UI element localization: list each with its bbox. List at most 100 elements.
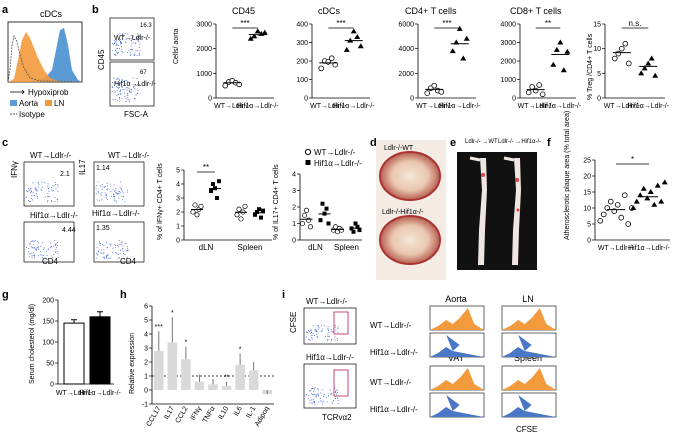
data-point [600, 211, 607, 218]
facs-event [111, 85, 113, 87]
facs-event [122, 80, 124, 82]
facs-event [115, 81, 117, 83]
y-tick-label: 1000 [196, 71, 212, 78]
data-point [320, 201, 325, 206]
facs-event [99, 241, 101, 243]
y-tick-label: 100 [42, 340, 54, 347]
facs-event [124, 88, 126, 90]
facs-event [106, 247, 108, 249]
data-point [355, 224, 360, 229]
data-point [194, 212, 200, 218]
facs-event [26, 191, 28, 193]
facs-event [29, 200, 31, 202]
data-point [354, 33, 361, 39]
facs-event [32, 182, 34, 184]
facs-event [137, 92, 139, 94]
facs-event [116, 48, 118, 50]
data-point [645, 60, 652, 66]
facs-event [115, 251, 117, 253]
facs-event [335, 393, 337, 395]
facs-event [337, 327, 339, 329]
facs-event [312, 398, 314, 400]
data-point [211, 182, 215, 186]
facs-event [126, 89, 128, 91]
facs-event [54, 183, 56, 185]
y-tick-label: 1 [144, 374, 148, 381]
y-tick-label: 0 [304, 96, 308, 103]
bar [154, 350, 164, 390]
y-axis-label: Relative expression [129, 333, 136, 394]
chart-title: cDCs [318, 6, 340, 16]
facs-event [124, 96, 126, 98]
facs-event [47, 200, 49, 202]
facs-event [310, 332, 312, 334]
facs-event [34, 257, 36, 259]
facs-event [104, 186, 106, 188]
panel-letter-g: g [2, 289, 9, 301]
facs-event [96, 257, 98, 259]
bar [167, 342, 178, 390]
facs-event [138, 83, 140, 85]
facs-event [96, 246, 98, 248]
facs-event [115, 192, 117, 194]
facs-event [50, 189, 52, 191]
facs-event [117, 191, 119, 193]
sig-label: *** [155, 324, 163, 331]
facs-event [41, 255, 43, 257]
facs-event [315, 396, 317, 398]
data-point [209, 189, 213, 193]
facs-event [318, 401, 320, 403]
facs-event [127, 189, 129, 191]
facs-event [130, 45, 132, 47]
facs-event [130, 89, 132, 91]
y-tick-label: 3000 [196, 22, 212, 29]
facs-event [57, 185, 59, 187]
facs-event [110, 245, 112, 247]
chart-treg: 0 5 10 15 % Treg /CD4+ T cells WT→Ldlr-/-Hif1… [587, 19, 670, 110]
facs-event [47, 195, 49, 197]
facs-event [105, 197, 107, 199]
facs-event [323, 394, 325, 396]
data-point [637, 192, 644, 198]
facs-event [133, 86, 135, 88]
sig-label: * [171, 310, 174, 317]
facs-event [124, 84, 126, 86]
facs-event [316, 337, 318, 339]
facs-event [314, 334, 316, 336]
facs-event [337, 399, 339, 401]
facs-event [40, 189, 42, 191]
facs-event [35, 189, 37, 191]
facs-event [32, 247, 34, 249]
data-point [343, 46, 350, 52]
facs-event [315, 330, 317, 332]
facs-event [41, 257, 43, 259]
facs-event [37, 246, 39, 248]
data-point [236, 206, 242, 212]
c-wt-label-2: WT→Ldlr-/- [108, 151, 150, 160]
facs-event [119, 249, 121, 251]
facs-event [314, 401, 316, 403]
data-point [553, 46, 560, 52]
bar [63, 322, 85, 385]
facs-event [117, 45, 119, 47]
panel-a-histogram: cDCs Hypoxiprob Aorta LN Isotype [7, 9, 83, 119]
x-tick-label: WT→Ldlr-/- [56, 390, 93, 397]
facs-event [126, 246, 128, 248]
facs-event [119, 82, 121, 84]
facs-event [335, 395, 337, 397]
panel-e-aortas: Ldlr-/- →WT Ldlr-/- →Hif1α-/- [457, 139, 541, 270]
facs-event [43, 255, 45, 257]
y-tick-label: 0 [292, 238, 296, 245]
c-ko-label: Hif1α→Ldlr-/- [30, 211, 78, 220]
x-tick-label: Spleen [334, 243, 359, 252]
data-point [615, 50, 622, 57]
bar [248, 370, 259, 390]
facs-event [310, 337, 312, 339]
facs-event [55, 246, 57, 248]
facs-event [118, 79, 120, 81]
facs-event [117, 245, 119, 247]
data-point [350, 28, 357, 34]
facs-event [27, 251, 29, 253]
facs-event [50, 201, 52, 203]
